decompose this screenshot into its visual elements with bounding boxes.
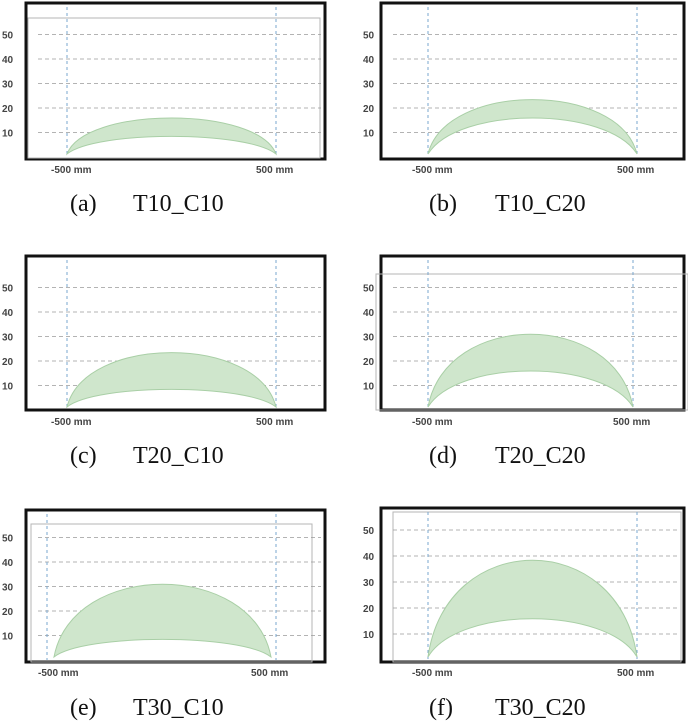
y-tick-label: 50 — [2, 31, 14, 42]
y-tick-label: 10 — [2, 129, 14, 140]
inner-viewport — [30, 523, 313, 663]
y-tick-label: 20 — [2, 104, 14, 115]
y-tick-label: 40 — [363, 308, 375, 319]
crescent-shape — [427, 99, 638, 155]
caption-letter: (f) — [429, 695, 453, 721]
x-label-left: -500 mm — [51, 165, 92, 176]
panel-frame — [379, 254, 686, 412]
inner-viewport — [392, 511, 682, 663]
caption-title: T20_C10 — [133, 443, 224, 469]
y-tick-label: 50 — [363, 31, 375, 42]
crescent-shape — [427, 333, 634, 408]
y-tick-label: 40 — [363, 552, 375, 563]
crescent-shape — [65, 117, 278, 156]
caption-letter: (b) — [429, 191, 457, 217]
y-tick-label: 20 — [363, 604, 375, 615]
x-label-left: -500 mm — [412, 668, 453, 679]
y-tick-label: 50 — [363, 526, 375, 537]
y-tick-label: 30 — [2, 333, 14, 344]
chart-panel-t20_c20: 10 20 30 40 50 -500 mm 500 mm (d) T20_C20 — [363, 254, 688, 469]
caption-title: T10_C20 — [495, 191, 586, 217]
y-tick-label: 30 — [363, 333, 375, 344]
y-tick-label: 40 — [2, 308, 14, 319]
y-tick-label: 50 — [2, 534, 14, 545]
x-label-right: 500 mm — [251, 668, 288, 679]
x-label-right: 500 mm — [617, 668, 654, 679]
y-tick-label: 40 — [2, 55, 14, 66]
x-label-right: 500 mm — [256, 165, 293, 176]
chart-panel-t20_c10: 10 20 30 40 50 -500 mm 500 mm (c) T20_C10 — [2, 254, 327, 469]
crescent-shape — [53, 583, 272, 659]
x-label-left: -500 mm — [38, 668, 79, 679]
inner-viewport — [27, 17, 321, 159]
caption-letter: (d) — [429, 443, 457, 469]
y-tick-label: 50 — [2, 284, 14, 295]
caption-title: T30_C10 — [133, 695, 224, 721]
y-tick-label: 20 — [2, 607, 14, 618]
y-tick-label: 30 — [363, 80, 375, 91]
x-label-right: 500 mm — [617, 165, 654, 176]
y-tick-label: 40 — [2, 558, 14, 569]
y-tick-label: 10 — [2, 632, 14, 643]
chart-panel-t10_c20: 10 20 30 40 50 -500 mm 500 mm (b) T10_C20 — [363, 1, 686, 217]
caption-title: T10_C10 — [133, 191, 224, 217]
y-tick-label: 20 — [363, 357, 375, 368]
y-tick-label: 20 — [2, 357, 14, 368]
caption-title: T20_C20 — [495, 443, 586, 469]
y-tick-label: 30 — [2, 583, 14, 594]
x-label-right: 500 mm — [256, 417, 293, 428]
y-tick-label: 10 — [363, 382, 375, 393]
x-label-left: -500 mm — [412, 165, 453, 176]
chart-panel-t30_c10: 10 20 30 40 50 -500 mm 500 mm (e) T30_C10 — [2, 508, 327, 721]
inner-viewport — [375, 273, 688, 411]
caption-letter: (c) — [70, 443, 97, 469]
y-tick-label: 10 — [2, 382, 14, 393]
caption-letter: (e) — [70, 695, 97, 721]
chart-panel-t10_c10: 10 20 30 40 50 -500 mm 500 mm (a) T10_C10 — [2, 1, 327, 217]
y-tick-label: 40 — [363, 55, 375, 66]
y-tick-label: 20 — [363, 104, 375, 115]
y-tick-label: 10 — [363, 129, 375, 140]
y-tick-label: 30 — [2, 80, 14, 91]
crescent-shape — [66, 352, 277, 409]
chart-panel-t30_c20: 10 20 30 40 50 -500 mm 500 mm (f) T30_C20 — [363, 506, 686, 721]
x-label-left: -500 mm — [51, 417, 92, 428]
y-tick-label: 10 — [363, 630, 375, 641]
caption-letter: (a) — [70, 191, 97, 217]
y-tick-label: 50 — [363, 284, 375, 295]
panel-frame — [379, 1, 686, 161]
x-label-right: 500 mm — [613, 417, 650, 428]
caption-title: T30_C20 — [495, 695, 586, 721]
x-label-left: -500 mm — [412, 417, 453, 428]
crescent-shape — [427, 559, 638, 658]
y-tick-label: 30 — [363, 578, 375, 589]
